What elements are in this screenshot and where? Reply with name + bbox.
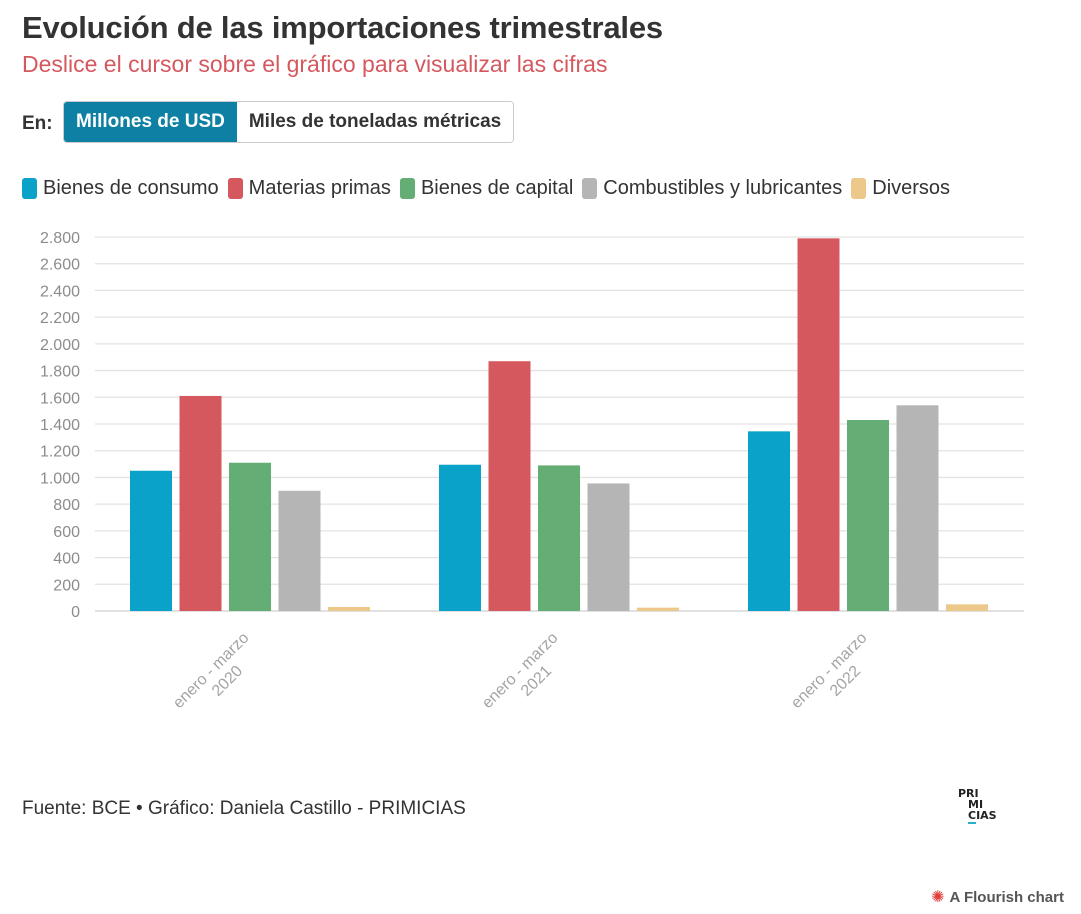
legend-swatch — [399, 178, 415, 199]
primicias-logo: PRI MI CIAS — [958, 788, 1000, 824]
legend-item-materias-primas[interactable]: Materias primas — [227, 177, 391, 200]
y-tick-label: 2.600 — [40, 257, 80, 274]
legend-label: Materias primas — [248, 177, 391, 199]
bar[interactable] — [946, 604, 988, 611]
bar[interactable] — [130, 470, 172, 611]
bar[interactable] — [278, 490, 321, 611]
bar[interactable] — [439, 464, 481, 611]
legend-item-bienes-capital[interactable]: Bienes de capital — [399, 177, 574, 200]
unit-option-usd[interactable]: Millones de USD — [64, 102, 237, 142]
y-tick-label: 1.800 — [40, 364, 80, 381]
credit-text: A Flourish chart — [949, 888, 1064, 906]
y-tick-label: 2.200 — [40, 310, 80, 327]
chart-subtitle: Deslice el cursor sobre el gráfico para … — [22, 51, 608, 77]
y-tick-label: 200 — [53, 577, 80, 594]
flourish-flower-icon: ✺ — [931, 889, 945, 906]
y-tick-label: 800 — [53, 497, 80, 514]
y-tick-label: 600 — [53, 524, 80, 541]
chart-title: Evolución de las importaciones trimestra… — [22, 10, 663, 45]
legend-swatch — [582, 178, 598, 199]
y-tick-label: 1.600 — [40, 390, 80, 407]
bar[interactable] — [488, 361, 531, 611]
y-tick-label: 1.400 — [40, 417, 80, 434]
unit-option-tonnes[interactable]: Miles de toneladas métricas — [236, 102, 514, 142]
y-tick-label: 0 — [71, 604, 80, 621]
logo-line: MI — [968, 798, 984, 811]
logo-line: CIAS — [968, 809, 997, 822]
bar[interactable] — [538, 465, 580, 611]
legend-label: Combustibles y lubricantes — [603, 177, 843, 199]
bar[interactable] — [328, 606, 370, 611]
bar[interactable] — [748, 431, 790, 611]
logo-line: PRI — [958, 787, 979, 800]
chart-legend: Bienes de consumo Materias primas Bienes… — [22, 177, 953, 200]
flourish-credit[interactable]: ✺ A Flourish chart — [931, 887, 1064, 907]
legend-label: Bienes de capital — [420, 177, 574, 199]
y-tick-label: 2.800 — [40, 230, 80, 247]
legend-swatch — [227, 178, 243, 199]
bar[interactable] — [229, 462, 271, 611]
legend-label: Bienes de consumo — [43, 177, 219, 199]
legend-swatch — [22, 178, 37, 199]
unit-toggle: Millones de USD Miles de toneladas métri… — [63, 101, 515, 143]
logo-bar — [968, 822, 976, 824]
source-note: Fuente: BCE • Gráfico: Daniela Castillo … — [22, 798, 466, 819]
y-tick-label: 400 — [53, 551, 80, 568]
bar-chart: 0 200 400 600 800 1.000 1.200 1.400 1.600 1.800 2.… — [40, 230, 1024, 712]
y-tick-label: 1.000 — [40, 470, 80, 487]
legend-item-diversos[interactable]: Diversos — [851, 177, 950, 200]
legend-item-bienes-consumo[interactable]: Bienes de consumo — [22, 177, 219, 200]
bar[interactable] — [896, 405, 939, 611]
bar[interactable] — [797, 238, 840, 612]
y-tick-label: 2.400 — [40, 283, 80, 300]
unit-toggle-label: En: — [22, 113, 53, 134]
legend-item-combustibles[interactable]: Combustibles y lubricantes — [582, 177, 842, 200]
bar[interactable] — [587, 483, 630, 611]
legend-swatch — [851, 178, 867, 199]
y-tick-label: 1.200 — [40, 444, 80, 461]
bar[interactable] — [637, 607, 679, 611]
bar[interactable] — [179, 395, 222, 611]
bar[interactable] — [847, 419, 889, 611]
legend-label: Diversos — [872, 177, 951, 199]
y-tick-label: 2.000 — [40, 337, 80, 354]
